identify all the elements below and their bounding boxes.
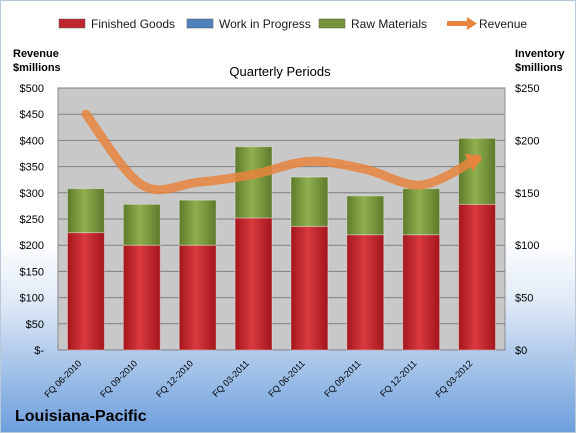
chart-title: Quarterly Periods <box>229 64 331 79</box>
legend-swatch-work-in-progress <box>186 18 214 29</box>
legend-label-raw-materials: Raw Materials <box>351 17 427 31</box>
left-axis-tick-label: $300 <box>20 188 44 200</box>
bar-finished-goods <box>290 225 329 351</box>
x-axis-tick-label: FQ 12-2011 <box>378 358 419 399</box>
left-axis-tick-label: $100 <box>20 293 44 305</box>
bar-raw-materials <box>290 176 329 227</box>
legend-swatch-raw-materials <box>318 18 346 29</box>
revenue-line-group <box>81 109 482 195</box>
x-axis-tick-label: FQ 03-2011 <box>210 358 251 399</box>
right-axis-ticks: $0 $50 $100 $150 $200 $250 <box>515 83 539 357</box>
right-axis-tick-label: $250 <box>515 83 539 95</box>
legend-label-finished-goods: Finished Goods <box>91 17 175 31</box>
bar-raw-materials <box>458 137 497 205</box>
bar-raw-materials <box>122 203 161 246</box>
x-axis-tick-label: FQ 09-2010 <box>98 358 139 399</box>
left-axis-tick-label: $200 <box>20 240 44 252</box>
bar-finished-goods <box>122 244 161 351</box>
left-axis-tick-label: $150 <box>20 266 44 278</box>
bar-raw-materials <box>402 188 441 236</box>
right-axis-tick-label: $200 <box>515 135 539 147</box>
bar-finished-goods <box>458 203 497 351</box>
right-axis-tick-label: $50 <box>515 293 533 305</box>
legend-label-revenue: Revenue <box>479 17 527 31</box>
right-axis-tick-label: $150 <box>515 188 539 200</box>
bar-raw-materials <box>234 146 273 219</box>
left-axis-title-line2: $millions <box>13 62 61 74</box>
legend: Finished Goods Work in Progress Raw Materi… <box>58 17 527 31</box>
right-axis-tick-label: $100 <box>515 240 539 252</box>
bar-finished-goods <box>402 234 441 351</box>
left-axis-ticks: $- $50 $100 $150 $200 $250 $300 $350 $400 $450 $50… <box>20 83 45 357</box>
left-axis-title-line1: Revenue <box>13 48 59 60</box>
x-axis-tick-label: FQ 09-2011 <box>322 358 363 399</box>
right-axis-title-line1: Inventory <box>515 48 565 60</box>
bar-finished-goods <box>66 232 105 351</box>
bar-finished-goods <box>346 234 385 351</box>
left-axis-tick-label: $250 <box>20 214 44 226</box>
left-axis-tick-label: $450 <box>20 109 44 121</box>
bars <box>66 137 497 351</box>
right-axis-tick-label: $0 <box>515 345 527 357</box>
bar-finished-goods <box>234 217 273 351</box>
x-axis-tick-label: FQ 12-2010 <box>154 358 195 399</box>
legend-swatch-finished-goods <box>58 18 86 29</box>
x-axis-ticks: FQ 06-2010 FQ 09-2010 FQ 12-2010 FQ 03-2011… <box>42 358 474 399</box>
right-axis-title-line2: $millions <box>515 62 563 74</box>
bar-raw-materials <box>346 195 385 236</box>
legend-label-work-in-progress: Work in Progress <box>219 17 311 31</box>
x-axis-tick-label: FQ 06-2010 <box>42 358 83 399</box>
left-axis-tick-label: $350 <box>20 162 44 174</box>
x-axis-tick-label: FQ 06-2011 <box>266 358 307 399</box>
left-axis-tick-label: $- <box>34 345 44 357</box>
left-axis-tick-label: $500 <box>20 83 44 95</box>
bar-raw-materials <box>178 199 217 246</box>
left-axis-tick-label: $400 <box>20 135 44 147</box>
revenue-line-arrowhead <box>464 153 481 172</box>
x-axis-tick-label: FQ 03-2012 <box>433 358 474 399</box>
bar-finished-goods <box>178 244 217 351</box>
legend-arrow-revenue <box>467 17 477 30</box>
bar-raw-materials <box>66 188 105 234</box>
left-axis-tick-label: $50 <box>26 319 44 331</box>
company-name: Louisiana-Pacific <box>15 408 147 425</box>
